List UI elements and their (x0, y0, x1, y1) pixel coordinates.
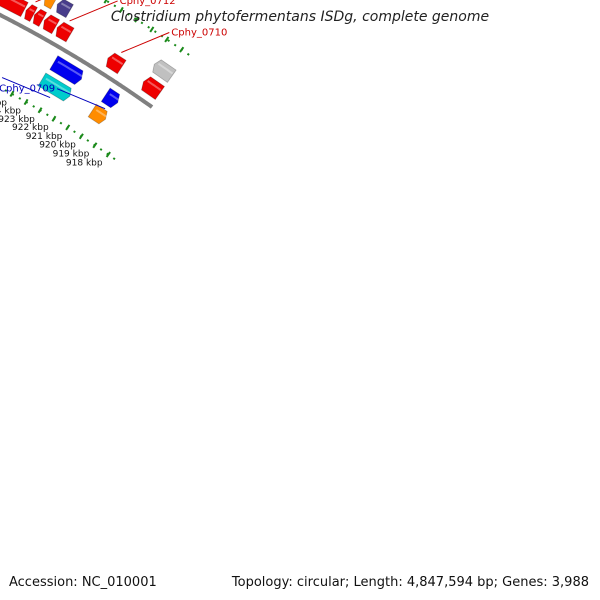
tick-mark (37, 107, 43, 114)
genes (0, 0, 177, 125)
gene-highlight (48, 18, 57, 25)
gene-highlight (37, 12, 44, 18)
gene-highlight (60, 2, 71, 10)
tick-label: 923 kbp (0, 115, 35, 125)
accession-text: Accession: NC_010001 (9, 575, 157, 590)
gene-arrow[interactable] (55, 21, 75, 43)
gene-arrow[interactable] (42, 14, 61, 35)
gene-arrow[interactable] (56, 0, 74, 19)
tick-mark (51, 115, 57, 122)
gene-highlight (157, 62, 174, 75)
tick-mark (103, 0, 108, 4)
tick-mark (65, 124, 71, 131)
backbone-line (0, 12, 154, 109)
tick-label: 925 kbp (0, 99, 7, 109)
gene-highlight (57, 60, 83, 78)
tick-mark (118, 6, 124, 14)
gene-highlight (111, 56, 124, 66)
gene-highlight (45, 77, 72, 95)
reverse-dotted-track (0, 86, 116, 161)
gene-highlight (10, 0, 26, 8)
gene-arrow[interactable] (87, 103, 108, 125)
gene-labels: Cphy_0709Cphy_0710Cphy_0711Cphy_0712Cphy… (0, 0, 227, 110)
tick-label: 921 kbp (26, 132, 63, 142)
tick-label: 919 kbp (53, 150, 90, 160)
tick-mark (164, 36, 170, 43)
gene-label-leader (1, 77, 51, 99)
gene-arrow[interactable] (152, 59, 177, 83)
gene-arrow[interactable] (0, 0, 29, 18)
gene-highlight (147, 80, 162, 91)
gene-arrow[interactable] (105, 52, 127, 75)
gene-arrow[interactable] (24, 4, 38, 23)
gene-label-cphy-0710[interactable]: Cphy_0710 (171, 28, 227, 39)
gene-label-leader (35, 0, 42, 3)
gene-highlight (95, 109, 107, 118)
tick-mark (78, 133, 84, 140)
tick-mark (23, 98, 29, 106)
gene-label-cphy-0709[interactable]: Cphy_0709 (0, 84, 55, 95)
tick-mark (149, 26, 155, 33)
gene-highlight (109, 93, 120, 101)
tick-label: 924 kbp (0, 107, 21, 117)
tick-mark (9, 90, 15, 97)
gene-label-leader (121, 32, 170, 53)
gene-arrow[interactable] (37, 72, 72, 102)
gene-arrow[interactable] (43, 0, 58, 10)
tick-mark (179, 46, 185, 53)
tick-label: 920 kbp (39, 141, 76, 151)
topology-text: Topology: circular; Length: 4,847,594 bp… (231, 575, 589, 590)
tick-label: 918 kbp (66, 159, 103, 169)
gene-arrow[interactable] (141, 76, 166, 101)
map-title: Clostridium phytofermentans ISDg, comple… (110, 9, 490, 25)
gene-highlight (29, 8, 35, 13)
gene-highlight (60, 25, 72, 33)
tick-label: 922 kbp (12, 123, 49, 133)
tick-mark (105, 151, 111, 158)
gene-label-leader (69, 0, 118, 22)
gene-arrow[interactable] (49, 55, 84, 85)
gene-arrow[interactable] (100, 87, 121, 109)
tick-mark (92, 142, 98, 149)
gene-arrow[interactable] (32, 8, 48, 28)
tick-mark (134, 16, 140, 23)
gene-label-cphy-0712[interactable]: Cphy_0712 (120, 0, 176, 7)
gene-label-leader (56, 88, 106, 110)
